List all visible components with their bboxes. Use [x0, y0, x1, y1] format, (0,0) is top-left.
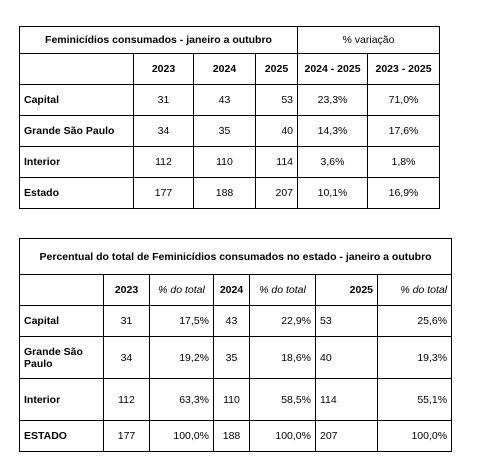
cell: 34 [103, 336, 150, 379]
cell: 112 [103, 378, 150, 421]
cell: 110 [213, 378, 250, 421]
cell: 188 [193, 177, 256, 209]
col-header: 2025 [254, 53, 299, 85]
row-label: Interior [19, 146, 134, 178]
col-header: % do total [376, 274, 453, 306]
col-header: 2024 [193, 53, 256, 85]
corner-cell [19, 274, 104, 306]
cell: 53 [254, 84, 299, 116]
cell: 100,0% [249, 420, 316, 452]
row-label: Capital [19, 305, 104, 337]
row-label: Capital [19, 84, 134, 116]
variation-title: % variação [297, 26, 441, 54]
cell: 110 [193, 146, 256, 178]
cell: 19,3% [376, 336, 453, 379]
cell: 58,5% [249, 378, 316, 421]
col-header: % do total [249, 274, 316, 306]
col-header: 2023 [133, 53, 194, 85]
cell: 100,0% [149, 420, 214, 452]
header-row: 2023 % do total 2024 % do total 2025 % d… [19, 274, 453, 306]
table-row: Estado 177 188 207 10,1% 16,9% [19, 177, 441, 209]
table-row: Capital 31 17,5% 43 22,9% 53 25,6% [19, 305, 453, 337]
cell: 177 [133, 177, 194, 209]
col-header: 2025 [315, 274, 378, 306]
table-row: Interior 112 110 114 3,6% 1,8% [19, 146, 441, 178]
cell: 22,9% [249, 305, 316, 337]
col-header: 2023 - 2025 [367, 53, 441, 85]
cell: 40 [254, 115, 299, 147]
cell: 18,6% [249, 336, 316, 379]
cell: 63,3% [149, 378, 214, 421]
cell: 10,1% [297, 177, 369, 209]
cell: 207 [315, 420, 378, 452]
cell: 14,3% [297, 115, 369, 147]
cell: 43 [213, 305, 250, 337]
cell: 114 [254, 146, 299, 178]
cell: 114 [315, 378, 378, 421]
col-header: 2023 [103, 274, 150, 306]
corner-cell [19, 53, 134, 85]
cell: 188 [213, 420, 250, 452]
cell: 17,5% [149, 305, 214, 337]
cell: 43 [193, 84, 256, 116]
cell: 55,1% [376, 378, 453, 421]
table-row: ESTADO 177 100,0% 188 100,0% 207 100,0% [19, 420, 453, 452]
cell: 31 [133, 84, 194, 116]
cell: 177 [103, 420, 150, 452]
row-label: Estado [19, 177, 134, 209]
col-header: 2024 - 2025 [297, 53, 369, 85]
cell: 35 [193, 115, 256, 147]
cell: 100,0% [376, 420, 453, 452]
table-row: Grande São Paulo 34 35 40 14,3% 17,6% [19, 115, 441, 147]
table-row: Grande São Paulo 34 19,2% 35 18,6% 40 19… [19, 336, 453, 379]
table-title: Feminicídios consumados - janeiro a outu… [18, 26, 299, 54]
row-label: Interior [19, 378, 104, 421]
table-title: Percentual do total de Feminicídios cons… [18, 238, 453, 275]
cell: 23,3% [297, 84, 369, 116]
cell: 1,8% [367, 146, 441, 178]
table-row: Capital 31 43 53 23,3% 71,0% [19, 84, 441, 116]
col-header: 2024 [213, 274, 250, 306]
cell: 31 [103, 305, 150, 337]
row-label: Grande São Paulo [19, 336, 104, 379]
row-label: Grande São Paulo [19, 115, 134, 147]
cell: 19,2% [149, 336, 214, 379]
cell: 17,6% [367, 115, 441, 147]
header-row: 2023 2024 2025 2024 - 2025 2023 - 2025 [19, 53, 441, 85]
cell: 40 [315, 336, 378, 379]
cell: 3,6% [297, 146, 369, 178]
feminicides-table: Feminicídios consumados - janeiro a outu… [18, 26, 441, 209]
cell: 16,9% [367, 177, 441, 209]
cell: 71,0% [367, 84, 441, 116]
cell: 34 [133, 115, 194, 147]
cell: 207 [254, 177, 299, 209]
cell: 53 [315, 305, 378, 337]
table-row: Interior 112 63,3% 110 58,5% 114 55,1% [19, 378, 453, 421]
col-header: % do total [149, 274, 214, 306]
cell: 25,6% [376, 305, 453, 337]
row-label: ESTADO [19, 420, 104, 452]
percentage-table: Percentual do total de Feminicídios cons… [18, 238, 453, 452]
cell: 35 [213, 336, 250, 379]
cell: 112 [133, 146, 194, 178]
